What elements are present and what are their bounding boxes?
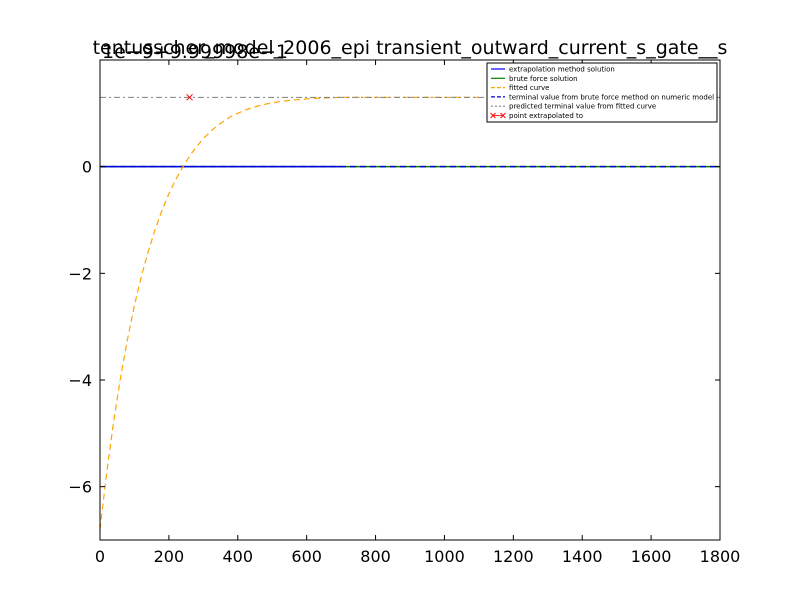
legend-entry: extrapolation method solution xyxy=(491,66,615,74)
x-tick-label: 1400 xyxy=(562,547,603,566)
series-line-2 xyxy=(99,96,479,530)
plot-frame xyxy=(99,59,721,541)
legend-entry: predicted terminal value from fitted cur… xyxy=(491,103,656,111)
x-tick-label: 800 xyxy=(360,547,391,566)
y-offset-label: 1e−9+9.99998e−1 xyxy=(102,41,288,63)
legend-label: brute force solution xyxy=(509,75,578,83)
legend-label: predicted terminal value from fitted cur… xyxy=(509,103,656,111)
y-tick-label: −2 xyxy=(68,264,92,283)
legend-label: extrapolation method solution xyxy=(509,66,615,74)
legend-entry: terminal value from brute force method o… xyxy=(491,93,714,101)
x-tick-label: 1000 xyxy=(424,547,465,566)
y-tick-label: 0 xyxy=(82,158,92,177)
legend-label: terminal value from brute force method o… xyxy=(509,93,714,101)
legend-box xyxy=(486,62,718,123)
plot-lines xyxy=(99,93,720,530)
x-tick-label: 1200 xyxy=(493,547,534,566)
axis-ticks: 0 200 400 600 800 1000 1200 1400 1600 1800 −6 −4 −2 0 xyxy=(68,60,740,566)
y-tick-label: −4 xyxy=(68,371,92,390)
legend-entry: fitted curve xyxy=(491,84,550,92)
x-tick-label: 0 xyxy=(95,547,105,566)
legend-label: fitted curve xyxy=(509,84,550,92)
legend-label: point extrapolated to xyxy=(509,112,583,120)
chart-title: tentusscher_model_2006_epi transient_out… xyxy=(93,37,728,59)
x-tick-label: 600 xyxy=(291,547,322,566)
x-tick-label: 200 xyxy=(154,547,185,566)
x-tick-label: 400 xyxy=(223,547,254,566)
y-tick-label: −6 xyxy=(68,478,92,497)
x-tick-label: 1600 xyxy=(631,547,672,566)
extrapolated-point-marker xyxy=(186,93,193,101)
legend-entry: brute force solution xyxy=(491,75,578,83)
legend-entry: point extrapolated to xyxy=(490,112,583,120)
x-tick-label: 1800 xyxy=(700,547,741,566)
